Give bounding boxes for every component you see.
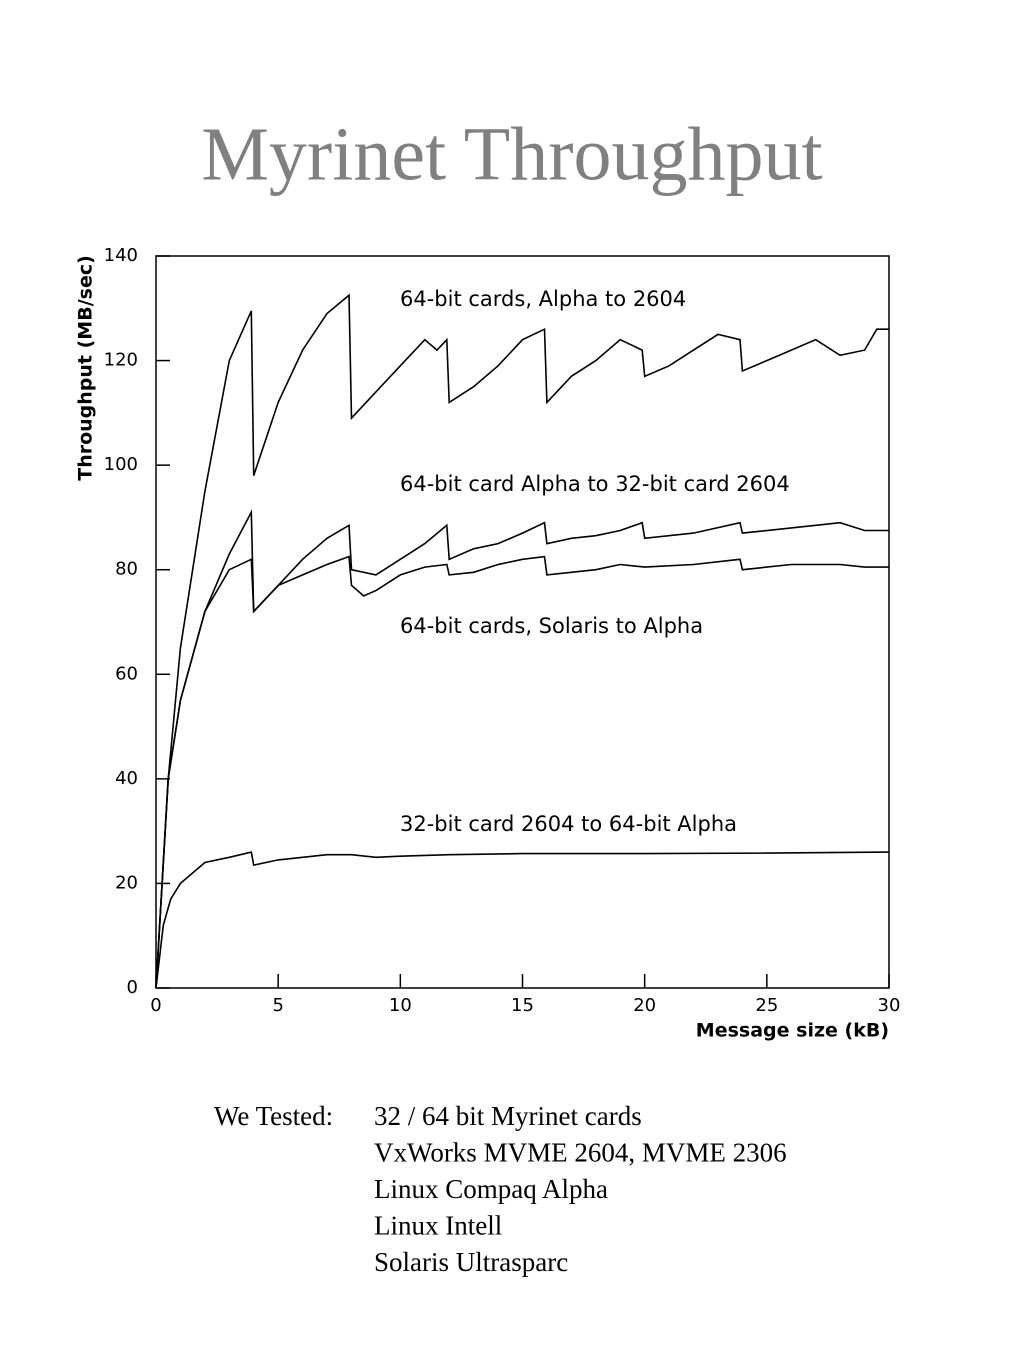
series-label: 32-bit card 2604 to 64-bit Alpha: [400, 812, 737, 836]
x-tick-label: 10: [389, 995, 412, 1016]
series-label: 64-bit cards, Solaris to Alpha: [400, 614, 703, 638]
x-tick-label: 30: [878, 995, 901, 1016]
series-line: [155, 851, 890, 989]
notes-label: We Tested:: [214, 1101, 333, 1131]
y-axis-label: Throughput (MB/sec): [75, 255, 97, 481]
series-label: 64-bit cards, Alpha to 2604: [400, 287, 686, 311]
series-line: [155, 293, 889, 989]
y-tick-label: 80: [115, 559, 138, 580]
y-tick-label: 100: [104, 454, 138, 475]
y-tick-label: 20: [115, 872, 138, 893]
x-tick-label: 0: [150, 995, 161, 1016]
notes-item: Linux Intell: [374, 1211, 502, 1241]
chart-title: Myrinet Throughput: [201, 112, 822, 196]
y-tick-label: 40: [115, 768, 138, 789]
series-line: [155, 555, 889, 989]
y-tick-label: 140: [104, 245, 138, 266]
x-tick-label: 15: [511, 995, 534, 1016]
series-line: [155, 509, 889, 989]
y-tick-label: 120: [104, 350, 138, 371]
x-tick-label: 25: [755, 995, 778, 1016]
x-axis-label: Message size (kB): [696, 1020, 889, 1042]
notes-item: VxWorks MVME 2604, MVME 2306: [374, 1138, 787, 1168]
x-tick-label: 20: [633, 995, 656, 1016]
y-tick-label: 0: [127, 977, 138, 998]
notes-item: Solaris Ultrasparc: [374, 1247, 568, 1277]
series-label: 64-bit card Alpha to 32-bit card 2604: [400, 472, 790, 496]
notes-item: Linux Compaq Alpha: [374, 1174, 608, 1204]
x-tick-label: 5: [272, 995, 283, 1016]
y-tick-label: 60: [115, 663, 138, 684]
notes-item: 32 / 64 bit Myrinet cards: [374, 1101, 642, 1131]
